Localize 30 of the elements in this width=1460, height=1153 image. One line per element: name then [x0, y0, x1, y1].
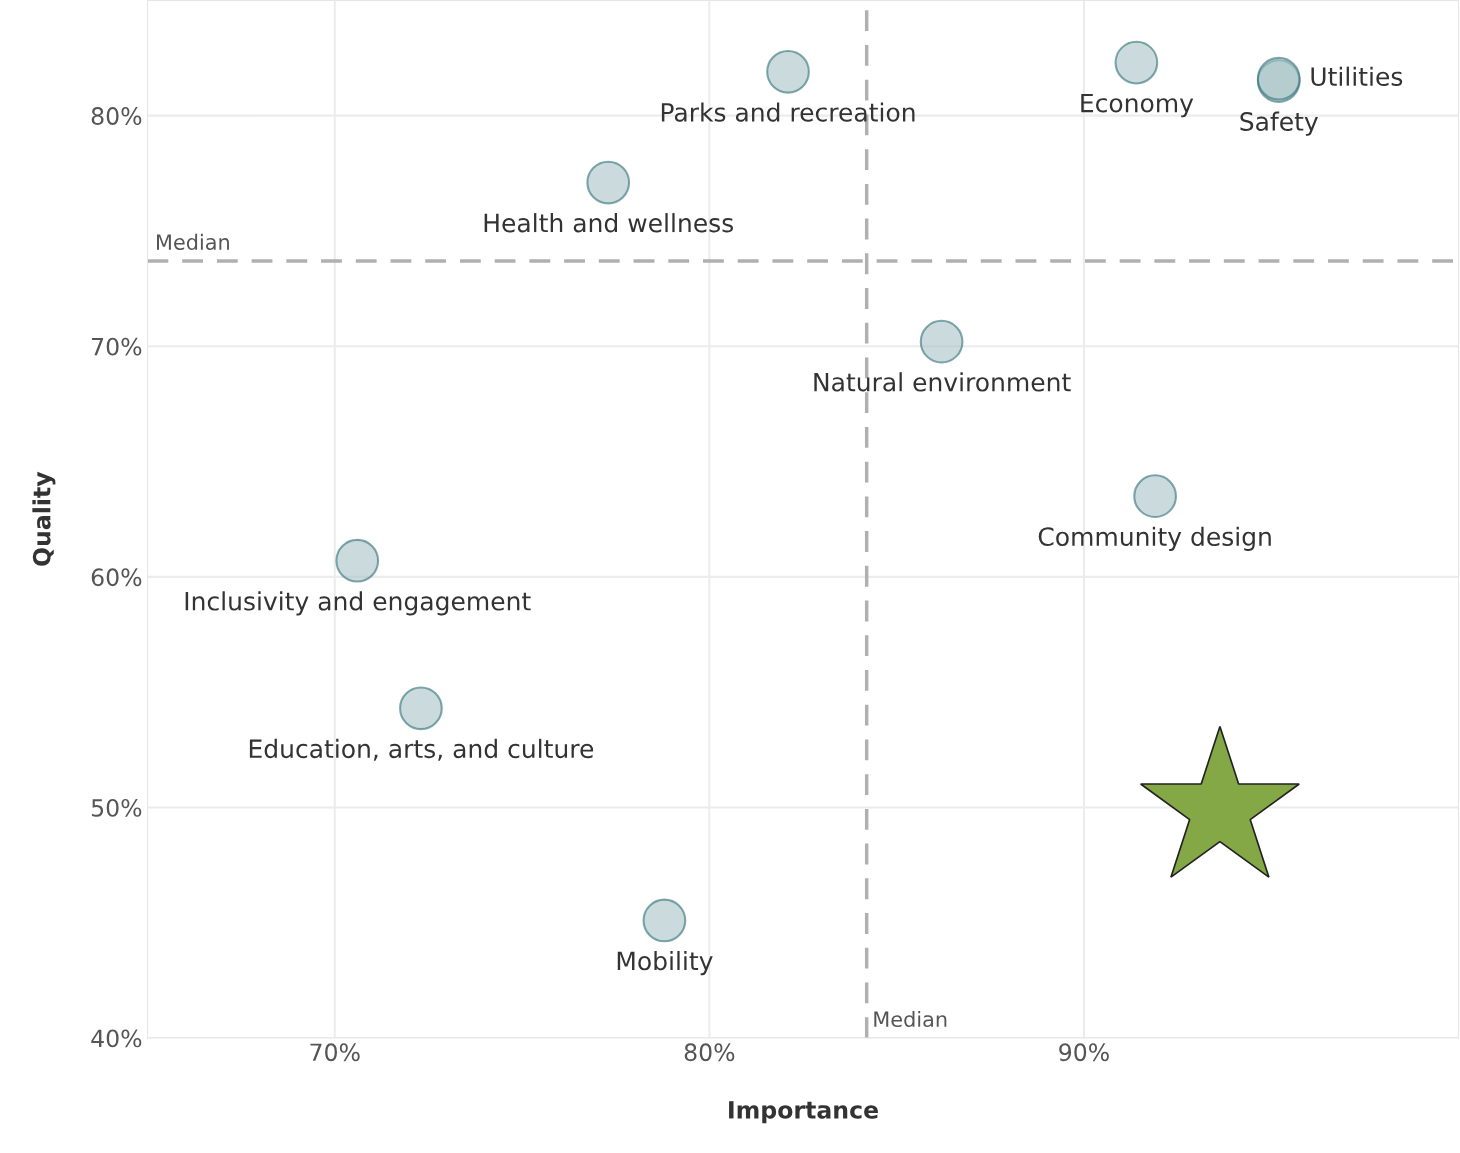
y-axis-title: Quality — [32, 471, 56, 566]
y-tick-label: 50% — [91, 798, 142, 817]
point — [1133, 474, 1177, 519]
y-tick-label: 40% — [91, 1029, 142, 1048]
ref-line-label: Median — [874, 1010, 947, 1028]
ref-line-label: Median — [157, 233, 229, 250]
x-axis-title: Importance — [729, 1101, 878, 1124]
point — [766, 49, 810, 94]
point — [586, 160, 631, 205]
point — [642, 898, 687, 943]
point — [1114, 40, 1159, 85]
x-tick-label: 80% — [684, 1043, 735, 1062]
series-label: Education, arts, and culture — [249, 738, 594, 761]
series-label: Health and wellness — [484, 213, 733, 233]
series-label: Natural environment — [814, 372, 1071, 392]
y-tick-label: 80% — [91, 107, 142, 125]
series-label: Mobility — [617, 951, 713, 976]
series-label: Community design — [1038, 526, 1271, 551]
y-tick-label: 60% — [91, 568, 142, 587]
series-label: Inclusivity and engagement — [185, 591, 531, 616]
point — [919, 319, 964, 364]
series-label: Safety — [1240, 111, 1318, 136]
x-tick-label: 70% — [310, 1043, 360, 1062]
series-label: Utilities — [1311, 66, 1403, 86]
point — [335, 538, 380, 583]
point — [399, 686, 443, 731]
y-tick-label: 70% — [92, 337, 142, 356]
series-label: Economy — [1081, 93, 1194, 118]
x-tick-label: 90% — [1059, 1043, 1109, 1062]
series-label: Parks and recreation — [661, 102, 915, 122]
